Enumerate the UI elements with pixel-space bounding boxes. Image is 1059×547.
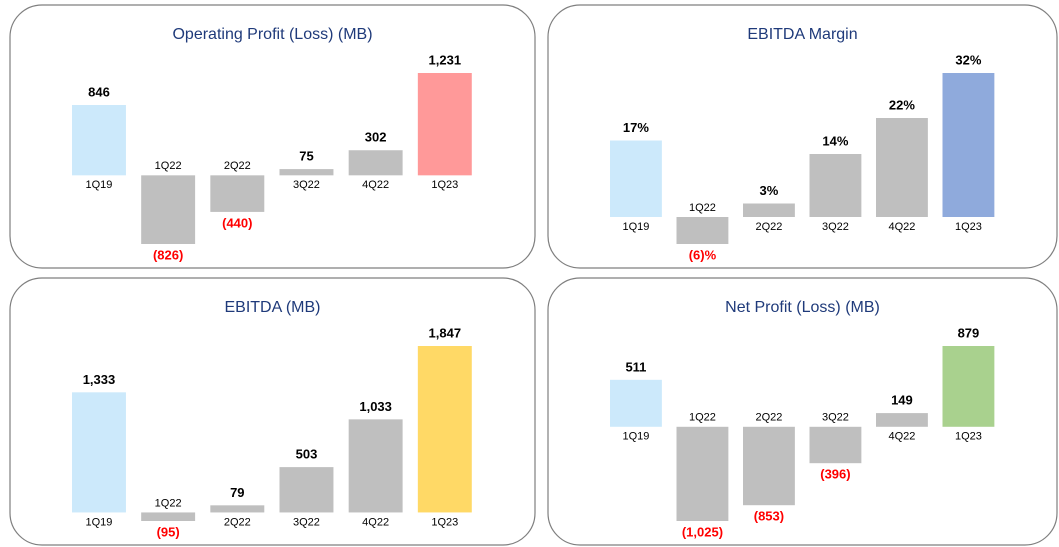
value-label: 302 bbox=[365, 130, 387, 145]
x-tick-label: 1Q19 bbox=[622, 221, 649, 233]
bar bbox=[141, 175, 196, 244]
value-label: 1,231 bbox=[429, 52, 462, 67]
value-label: 1,033 bbox=[359, 399, 392, 414]
value-label: 79 bbox=[230, 485, 244, 500]
panel bbox=[9, 277, 536, 546]
bar bbox=[348, 419, 403, 513]
x-tick-label: 2Q22 bbox=[224, 160, 251, 172]
value-label: (440) bbox=[222, 215, 252, 230]
bar bbox=[279, 169, 334, 176]
bar bbox=[141, 512, 196, 521]
panel bbox=[547, 277, 1058, 546]
value-label: 846 bbox=[88, 84, 110, 99]
x-tick-label: 1Q19 bbox=[622, 431, 649, 443]
value-label: (6)% bbox=[689, 247, 717, 262]
x-tick-label: 1Q22 bbox=[155, 497, 182, 509]
x-tick-label: 1Q23 bbox=[955, 221, 982, 233]
value-label: 511 bbox=[625, 359, 646, 374]
bar bbox=[279, 467, 334, 513]
bar bbox=[676, 217, 729, 244]
bar bbox=[72, 105, 126, 176]
value-label: 32% bbox=[955, 52, 981, 67]
bar bbox=[876, 413, 928, 427]
chart-title: EBITDA (MB) bbox=[224, 299, 320, 316]
bar bbox=[610, 140, 662, 217]
value-label: (853) bbox=[754, 509, 784, 524]
bar bbox=[417, 346, 472, 513]
value-label: 17% bbox=[623, 120, 649, 135]
value-label: (396) bbox=[820, 467, 850, 482]
x-tick-label: 1Q23 bbox=[955, 431, 982, 443]
value-label: 75 bbox=[299, 149, 313, 164]
bar bbox=[210, 175, 265, 212]
bar bbox=[942, 346, 995, 427]
bar bbox=[942, 73, 995, 217]
value-label: 1,333 bbox=[83, 372, 116, 387]
value-label: 14% bbox=[822, 133, 848, 148]
panel bbox=[547, 4, 1058, 269]
x-tick-label: 1Q23 bbox=[431, 179, 458, 191]
bar bbox=[743, 203, 795, 217]
x-tick-label: 2Q22 bbox=[224, 516, 251, 528]
bar bbox=[72, 392, 126, 513]
bar bbox=[743, 426, 795, 506]
value-label: (95) bbox=[157, 524, 180, 539]
x-tick-label: 4Q22 bbox=[888, 431, 915, 443]
bar bbox=[676, 426, 729, 521]
bar bbox=[210, 505, 265, 513]
value-label: 503 bbox=[296, 447, 318, 462]
value-label: (1,025) bbox=[682, 524, 723, 539]
chart-title: Operating Profit (Loss) (MB) bbox=[172, 26, 372, 43]
chart-title: EBITDA Margin bbox=[747, 26, 857, 43]
bar bbox=[417, 73, 472, 176]
x-tick-label: 3Q22 bbox=[822, 221, 849, 233]
value-label: 22% bbox=[889, 97, 915, 112]
value-label: 879 bbox=[958, 325, 980, 340]
value-label: 3% bbox=[760, 183, 779, 198]
chart-title: Net Profit (Loss) (MB) bbox=[725, 299, 880, 316]
x-tick-label: 3Q22 bbox=[293, 179, 320, 191]
bar bbox=[809, 426, 862, 464]
x-tick-label: 2Q22 bbox=[755, 221, 782, 233]
x-tick-label: 4Q22 bbox=[888, 221, 915, 233]
x-tick-label: 1Q19 bbox=[86, 179, 113, 191]
x-tick-label: 2Q22 bbox=[755, 412, 782, 424]
value-label: 149 bbox=[891, 393, 913, 408]
x-tick-label: 4Q22 bbox=[362, 179, 389, 191]
bar bbox=[348, 150, 403, 176]
x-tick-label: 1Q22 bbox=[155, 160, 182, 172]
value-label: 1,847 bbox=[429, 325, 462, 340]
x-tick-label: 1Q23 bbox=[431, 516, 458, 528]
bar bbox=[809, 154, 862, 217]
bar bbox=[610, 379, 662, 427]
bar bbox=[876, 118, 928, 217]
x-tick-label: 1Q22 bbox=[689, 202, 716, 214]
x-tick-label: 3Q22 bbox=[822, 412, 849, 424]
x-tick-label: 4Q22 bbox=[362, 516, 389, 528]
x-tick-label: 1Q22 bbox=[689, 412, 716, 424]
x-tick-label: 3Q22 bbox=[293, 516, 320, 528]
x-tick-label: 1Q19 bbox=[86, 516, 113, 528]
value-label: (826) bbox=[153, 247, 183, 262]
